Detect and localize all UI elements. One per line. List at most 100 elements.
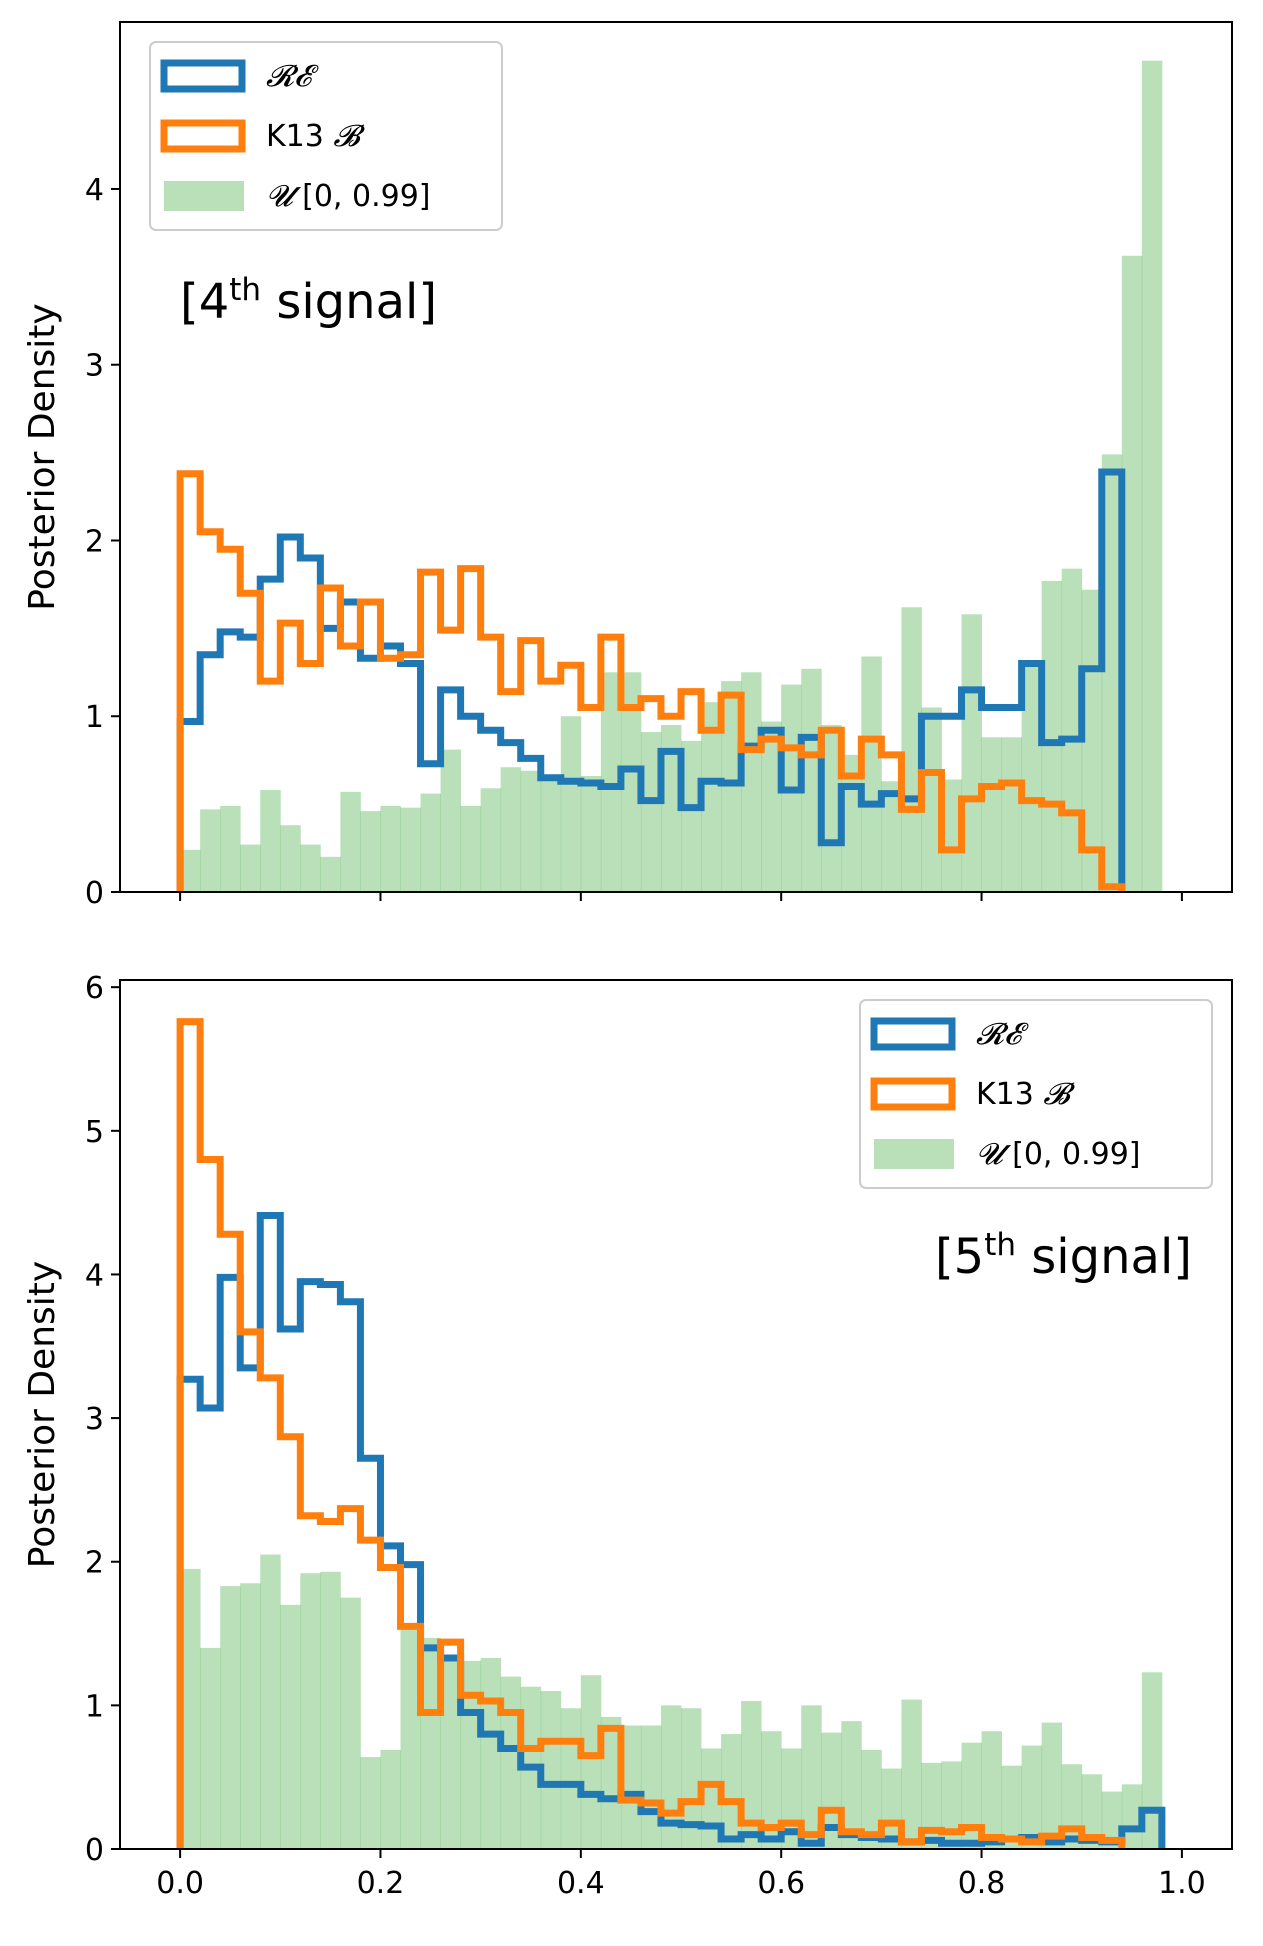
uniform-bar (1081, 589, 1103, 892)
signal-annotation: [5th signal] (935, 1227, 1192, 1285)
uniform-bar (300, 1573, 321, 1849)
y-axis-label: Posterior Density (22, 303, 63, 610)
uniform-bar (280, 825, 301, 892)
legend-swatch-k13 (870, 1077, 956, 1111)
uniform-bar (480, 1657, 502, 1849)
y-tick-label: 6 (85, 971, 104, 1006)
x-tick-label: 0.0 (156, 1866, 204, 1901)
uniform-bar (1001, 737, 1023, 892)
uniform-bar (801, 1705, 822, 1849)
legend-label-k13: K13 𝓑 (976, 1077, 1075, 1112)
uniform-bar (200, 1647, 221, 1849)
uniform-bar (380, 805, 401, 892)
uniform-bar (1001, 1765, 1023, 1849)
re-step-line (176, 468, 1126, 892)
uniform-bar (1141, 1672, 1163, 1849)
uniform-bar (1121, 1784, 1143, 1849)
uniform-bar (741, 1701, 762, 1849)
uniform-bar (440, 1657, 462, 1849)
uniform-bar (340, 1597, 361, 1849)
uniform-bar (821, 1732, 842, 1849)
uniform-bar (460, 805, 482, 892)
uniform-bar (821, 725, 842, 892)
uniform-bar (741, 672, 762, 892)
uniform-bar (600, 1716, 622, 1849)
legend-swatch-uniform (874, 1139, 954, 1169)
uniform-bar (701, 702, 722, 892)
k13-step-line (176, 1018, 1126, 1849)
uniform-bar (580, 776, 602, 892)
uniform-bar (941, 779, 962, 892)
uniform-bar (340, 791, 361, 892)
uniform-bar (901, 1699, 922, 1849)
uniform-bar (620, 1725, 642, 1849)
uniform-bar (1041, 1722, 1063, 1849)
legend-label-re: 𝓡𝓔 (266, 59, 319, 94)
uniform-bar (560, 716, 582, 892)
uniform-bar (360, 1757, 381, 1849)
uniform-bar (861, 656, 882, 892)
uniform-bar (660, 725, 682, 892)
legend-label-uniform: 𝓤 [0, 0.99] (976, 1137, 1141, 1172)
uniform-bar (1121, 255, 1143, 892)
bottom-panel-5th-signal: 0 1 2 3 4 5 6 0.0 0.2 0.4 0.6 0.8 1.0 Posterior Densi… (22, 971, 1233, 1901)
y-tick-label: 4 (85, 1258, 104, 1293)
uniform-bar (1081, 1774, 1103, 1849)
uniform-bar (420, 793, 441, 892)
legend-label-uniform: 𝓤 [0, 0.99] (266, 179, 431, 214)
y-tick-label: 0 (85, 1833, 104, 1868)
uniform-bar (500, 767, 522, 892)
uniform-bar (360, 811, 381, 892)
y-tick-label: 2 (85, 1546, 104, 1581)
uniform-bar (540, 779, 562, 892)
x-tick-label: 0.2 (357, 1866, 405, 1901)
uniform-bar (1041, 580, 1063, 892)
uniform-bar (320, 856, 341, 892)
uniform-bar (981, 1731, 1002, 1849)
k13-step-line (176, 470, 1126, 892)
uniform-bar (721, 681, 742, 892)
uniform-bar (400, 807, 421, 892)
legend-label-k13: K13 𝓑 (266, 119, 365, 154)
uniform-bar (220, 805, 241, 892)
uniform-bar (280, 1604, 301, 1849)
uniform-bar (540, 1691, 562, 1849)
uniform-bar (180, 849, 201, 892)
uniform-histogram (180, 1554, 1163, 1849)
uniform-bar (901, 607, 922, 892)
uniform-bar (1141, 60, 1163, 893)
uniform-bar (681, 740, 702, 892)
uniform-bar (941, 1761, 962, 1849)
legend-swatch-uniform (164, 181, 244, 211)
uniform-bar (761, 721, 782, 892)
uniform-bar (460, 1660, 482, 1849)
uniform-bar (721, 1734, 742, 1849)
axes-frame (119, 979, 1233, 1850)
uniform-bar (380, 1749, 401, 1849)
uniform-bar (580, 1675, 602, 1849)
uniform-bar (1021, 1745, 1043, 1849)
axes-frame (119, 21, 1233, 893)
y-tick-label: 1 (85, 700, 104, 735)
uniform-bar (801, 668, 822, 892)
top-panel-4th-signal: 0 1 2 3 4 Posterior Density [4th signal] 𝓡𝓔 K13 … (22, 21, 1233, 911)
uniform-bar (240, 844, 261, 892)
x-tick-label: 0.6 (757, 1866, 805, 1901)
uniform-bar (1101, 454, 1123, 892)
legend: 𝓡𝓔 K13 𝓑 𝓤 [0, 0.99] (859, 999, 1213, 1189)
uniform-bar (841, 1721, 862, 1849)
uniform-bar (881, 1768, 902, 1849)
y-tick-label: 5 (85, 1115, 104, 1150)
uniform-bar (420, 1637, 441, 1849)
legend: 𝓡𝓔 K13 𝓑 𝓤 [0, 0.99] (149, 41, 503, 231)
uniform-bar (560, 1708, 582, 1849)
y-tick-label: 3 (85, 349, 104, 384)
uniform-bar (861, 1749, 882, 1849)
uniform-bar (240, 1583, 261, 1849)
uniform-bar (640, 1725, 662, 1849)
x-tick-label: 0.4 (557, 1866, 605, 1901)
uniform-bar (761, 1731, 782, 1849)
uniform-bar (1021, 661, 1043, 892)
y-axis-label: Posterior Density (22, 1261, 63, 1568)
